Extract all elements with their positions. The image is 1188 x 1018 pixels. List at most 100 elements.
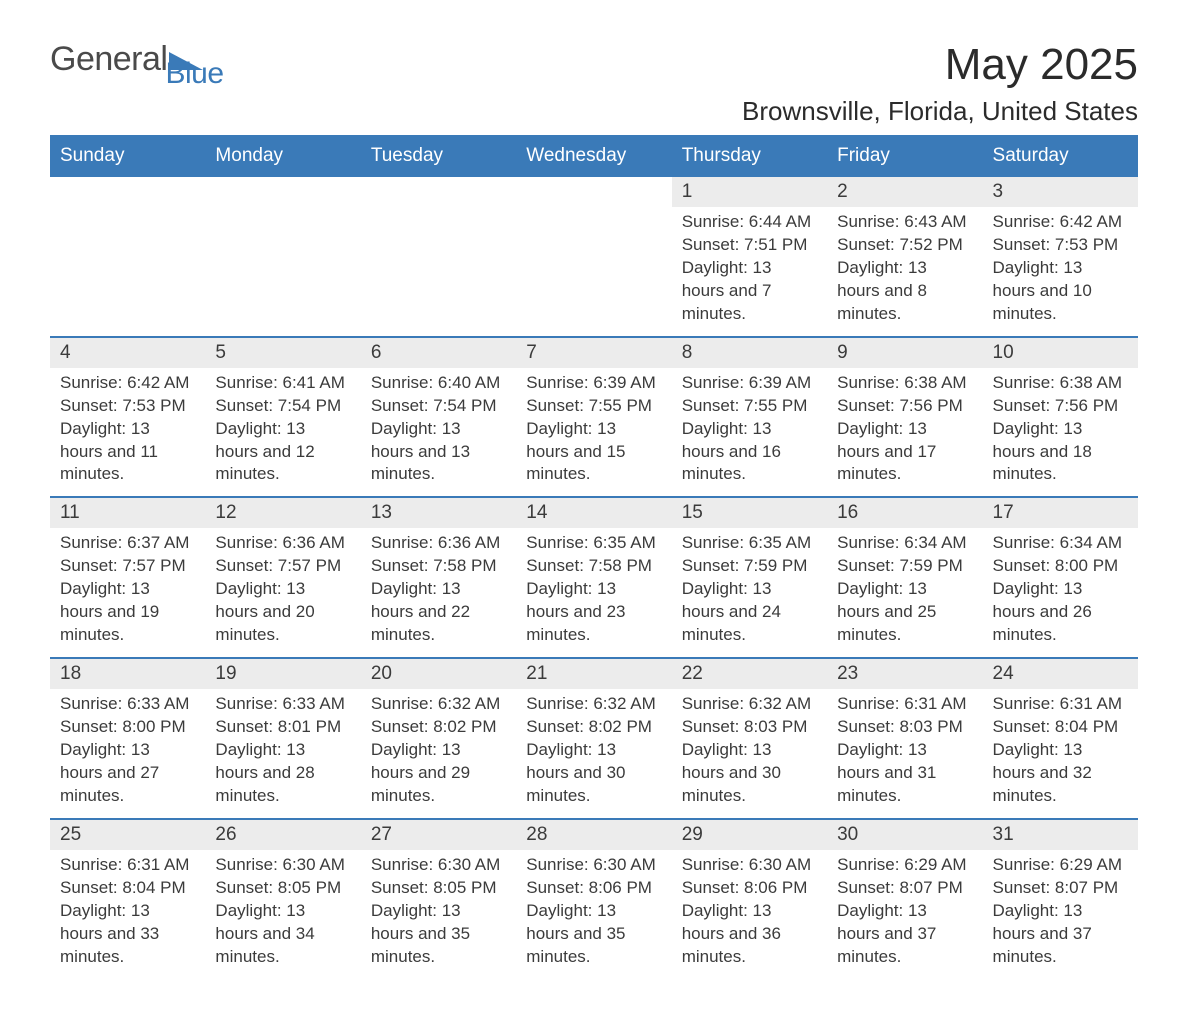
calendar-day-cell: 31Sunrise: 6:29 AMSunset: 8:07 PMDayligh… [983, 819, 1138, 979]
sunset-text: Sunset: 8:06 PM [682, 877, 817, 900]
calendar-week-row: 4Sunrise: 6:42 AMSunset: 7:53 PMDaylight… [50, 337, 1138, 498]
day-content: Sunrise: 6:42 AMSunset: 7:53 PMDaylight:… [983, 207, 1138, 336]
day-number: 13 [361, 498, 516, 528]
calendar-day-cell: 25Sunrise: 6:31 AMSunset: 8:04 PMDayligh… [50, 819, 205, 979]
sunrise-text: Sunrise: 6:38 AM [837, 372, 972, 395]
sunrise-text: Sunrise: 6:43 AM [837, 211, 972, 234]
sunset-text: Sunset: 7:55 PM [526, 395, 661, 418]
day-content: Sunrise: 6:35 AMSunset: 7:59 PMDaylight:… [672, 528, 827, 657]
day-number: 18 [50, 659, 205, 689]
sunset-text: Sunset: 7:58 PM [371, 555, 506, 578]
day-content: Sunrise: 6:34 AMSunset: 8:00 PMDaylight:… [983, 528, 1138, 657]
daylight-text: Daylight: 13 hours and 35 minutes. [526, 900, 661, 969]
daylight-text: Daylight: 13 hours and 37 minutes. [837, 900, 972, 969]
sunset-text: Sunset: 8:01 PM [215, 716, 350, 739]
daylight-text: Daylight: 13 hours and 20 minutes. [215, 578, 350, 647]
calendar-day-cell [516, 176, 671, 337]
daylight-text: Daylight: 13 hours and 7 minutes. [682, 257, 817, 326]
weekday-header: Tuesday [361, 136, 516, 176]
day-number: 10 [983, 338, 1138, 368]
day-content: Sunrise: 6:37 AMSunset: 7:57 PMDaylight:… [50, 528, 205, 657]
daylight-text: Daylight: 13 hours and 10 minutes. [993, 257, 1128, 326]
calendar-body: 1Sunrise: 6:44 AMSunset: 7:51 PMDaylight… [50, 176, 1138, 978]
sunset-text: Sunset: 7:57 PM [60, 555, 195, 578]
day-content: Sunrise: 6:40 AMSunset: 7:54 PMDaylight:… [361, 368, 516, 497]
weekday-header: Sunday [50, 136, 205, 176]
day-number: 8 [672, 338, 827, 368]
sunset-text: Sunset: 8:07 PM [837, 877, 972, 900]
daylight-text: Daylight: 13 hours and 32 minutes. [993, 739, 1128, 808]
sunrise-text: Sunrise: 6:30 AM [215, 854, 350, 877]
sunrise-text: Sunrise: 6:42 AM [60, 372, 195, 395]
day-content: Sunrise: 6:44 AMSunset: 7:51 PMDaylight:… [672, 207, 827, 336]
sunset-text: Sunset: 7:51 PM [682, 234, 817, 257]
calendar-day-cell: 23Sunrise: 6:31 AMSunset: 8:03 PMDayligh… [827, 658, 982, 819]
daylight-text: Daylight: 13 hours and 23 minutes. [526, 578, 661, 647]
sunset-text: Sunset: 8:05 PM [215, 877, 350, 900]
calendar-day-cell: 22Sunrise: 6:32 AMSunset: 8:03 PMDayligh… [672, 658, 827, 819]
day-number: 5 [205, 338, 360, 368]
day-number: 16 [827, 498, 982, 528]
daylight-text: Daylight: 13 hours and 29 minutes. [371, 739, 506, 808]
calendar-day-cell [361, 176, 516, 337]
sunrise-text: Sunrise: 6:41 AM [215, 372, 350, 395]
day-number: 29 [672, 820, 827, 850]
sunrise-text: Sunrise: 6:30 AM [526, 854, 661, 877]
day-content: Sunrise: 6:43 AMSunset: 7:52 PMDaylight:… [827, 207, 982, 336]
calendar-day-cell: 9Sunrise: 6:38 AMSunset: 7:56 PMDaylight… [827, 337, 982, 498]
day-number: 25 [50, 820, 205, 850]
day-content: Sunrise: 6:31 AMSunset: 8:04 PMDaylight:… [983, 689, 1138, 818]
day-number: 17 [983, 498, 1138, 528]
sunrise-text: Sunrise: 6:31 AM [993, 693, 1128, 716]
calendar-day-cell: 14Sunrise: 6:35 AMSunset: 7:58 PMDayligh… [516, 497, 671, 658]
sunset-text: Sunset: 8:00 PM [993, 555, 1128, 578]
calendar-day-cell: 12Sunrise: 6:36 AMSunset: 7:57 PMDayligh… [205, 497, 360, 658]
day-content: Sunrise: 6:41 AMSunset: 7:54 PMDaylight:… [205, 368, 360, 497]
sunset-text: Sunset: 7:56 PM [837, 395, 972, 418]
sunrise-text: Sunrise: 6:39 AM [526, 372, 661, 395]
brand-logo: General Blue [50, 40, 262, 79]
calendar-week-row: 1Sunrise: 6:44 AMSunset: 7:51 PMDaylight… [50, 176, 1138, 337]
day-content: Sunrise: 6:34 AMSunset: 7:59 PMDaylight:… [827, 528, 982, 657]
calendar-week-row: 25Sunrise: 6:31 AMSunset: 8:04 PMDayligh… [50, 819, 1138, 979]
day-number: 15 [672, 498, 827, 528]
day-number: 19 [205, 659, 360, 689]
day-number: 30 [827, 820, 982, 850]
daylight-text: Daylight: 13 hours and 13 minutes. [371, 418, 506, 487]
calendar-day-cell: 24Sunrise: 6:31 AMSunset: 8:04 PMDayligh… [983, 658, 1138, 819]
calendar-day-cell: 20Sunrise: 6:32 AMSunset: 8:02 PMDayligh… [361, 658, 516, 819]
day-number: 14 [516, 498, 671, 528]
calendar-day-cell: 5Sunrise: 6:41 AMSunset: 7:54 PMDaylight… [205, 337, 360, 498]
sunrise-text: Sunrise: 6:35 AM [526, 532, 661, 555]
weekday-header: Saturday [983, 136, 1138, 176]
day-number: 9 [827, 338, 982, 368]
day-content: Sunrise: 6:39 AMSunset: 7:55 PMDaylight:… [672, 368, 827, 497]
sunset-text: Sunset: 7:53 PM [60, 395, 195, 418]
calendar-day-cell: 15Sunrise: 6:35 AMSunset: 7:59 PMDayligh… [672, 497, 827, 658]
day-content: Sunrise: 6:30 AMSunset: 8:06 PMDaylight:… [516, 850, 671, 979]
day-content: Sunrise: 6:38 AMSunset: 7:56 PMDaylight:… [827, 368, 982, 497]
day-content: Sunrise: 6:30 AMSunset: 8:06 PMDaylight:… [672, 850, 827, 979]
sunset-text: Sunset: 8:04 PM [60, 877, 195, 900]
calendar-day-cell: 1Sunrise: 6:44 AMSunset: 7:51 PMDaylight… [672, 176, 827, 337]
calendar-day-cell: 21Sunrise: 6:32 AMSunset: 8:02 PMDayligh… [516, 658, 671, 819]
daylight-text: Daylight: 13 hours and 36 minutes. [682, 900, 817, 969]
day-content: Sunrise: 6:33 AMSunset: 8:01 PMDaylight:… [205, 689, 360, 818]
day-content: Sunrise: 6:32 AMSunset: 8:02 PMDaylight:… [361, 689, 516, 818]
sunset-text: Sunset: 7:53 PM [993, 234, 1128, 257]
daylight-text: Daylight: 13 hours and 37 minutes. [993, 900, 1128, 969]
calendar-day-cell: 30Sunrise: 6:29 AMSunset: 8:07 PMDayligh… [827, 819, 982, 979]
sunrise-text: Sunrise: 6:37 AM [60, 532, 195, 555]
calendar-day-cell: 17Sunrise: 6:34 AMSunset: 8:00 PMDayligh… [983, 497, 1138, 658]
sunrise-text: Sunrise: 6:39 AM [682, 372, 817, 395]
daylight-text: Daylight: 13 hours and 33 minutes. [60, 900, 195, 969]
day-content: Sunrise: 6:38 AMSunset: 7:56 PMDaylight:… [983, 368, 1138, 497]
daylight-text: Daylight: 13 hours and 17 minutes. [837, 418, 972, 487]
sunset-text: Sunset: 8:05 PM [371, 877, 506, 900]
sunset-text: Sunset: 7:57 PM [215, 555, 350, 578]
day-content: Sunrise: 6:29 AMSunset: 8:07 PMDaylight:… [983, 850, 1138, 979]
weekday-header: Wednesday [516, 136, 671, 176]
calendar-day-cell: 26Sunrise: 6:30 AMSunset: 8:05 PMDayligh… [205, 819, 360, 979]
sunrise-text: Sunrise: 6:35 AM [682, 532, 817, 555]
day-content: Sunrise: 6:32 AMSunset: 8:02 PMDaylight:… [516, 689, 671, 818]
